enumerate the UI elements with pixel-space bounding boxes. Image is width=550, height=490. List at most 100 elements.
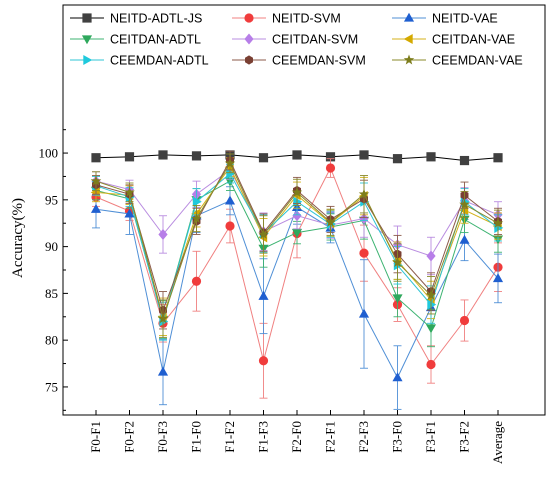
legend-marker [245,55,253,65]
x-tick-label: F3-F0 [390,421,405,453]
data-point [157,366,169,376]
legend-entry: CEEMDAN-ADTL [70,54,209,68]
legend-marker [81,35,93,45]
x-tick-label: F3-F1 [423,421,438,453]
data-point [158,228,168,240]
data-point [459,234,470,244]
data-point [426,359,436,370]
x-tick-label: F2-F3 [356,421,371,453]
legend-entry: CEITDAN-VAE [392,33,515,47]
data-point [291,228,303,238]
legend-marker [403,54,415,65]
legend-label: CEITDAN-SVM [272,33,358,47]
data-point [325,152,336,162]
data-point [292,150,302,160]
legend-entry: CEEMDAN-VAE [392,54,523,68]
x-tick-label: F2-F0 [289,421,304,453]
legend-label: NEITD-ADTL-JS [110,12,202,26]
data-point [225,221,235,231]
data-point [459,155,470,166]
x-tick-label: F1-F3 [256,421,271,453]
data-point [191,276,202,286]
x-tick-label: F0-F3 [155,421,170,453]
legend-marker [83,54,93,66]
data-point [359,150,369,160]
data-point [392,294,403,304]
data-point [124,208,135,218]
data-point [392,256,403,267]
data-point [426,250,436,262]
legend-marker [403,12,415,22]
data-point [425,289,437,300]
legend-entry: NEITD-ADTL-JS [70,12,202,26]
data-point [191,213,202,224]
data-point [258,153,269,163]
data-point [226,168,236,179]
legend-entry: CEITDAN-ADTL [70,33,201,47]
data-point [392,372,403,382]
y-tick-label: 80 [45,333,58,348]
y-tick-label: 95 [45,192,58,207]
data-point [191,151,202,161]
plot-area [90,150,504,410]
data-point [493,153,503,163]
legend-label: NEITD-VAE [432,12,498,26]
x-tick-label: F1-F2 [222,421,237,453]
legend-label: CEITDAN-VAE [432,33,515,47]
data-point [157,313,169,324]
data-point [293,196,303,207]
legend-entry: CEITDAN-SVM [232,33,358,47]
legend-label: CEEMDAN-ADTL [110,54,209,68]
data-point [90,203,102,213]
legend-entry: NEITD-VAE [392,12,498,26]
axes: 75 80 85 90 95 100 F0-F1 F0-F2 F0-F3 F1-F0 F1-F2 F1… [39,129,505,464]
x-tick-label: F2-F1 [323,421,338,453]
data-point [224,157,236,168]
y-tick-label: 85 [45,286,58,301]
data-point [224,195,236,205]
plot-frame [62,4,546,416]
y-tick-label: 75 [45,379,58,394]
data-point [291,186,303,197]
y-axis-title: Accuracy(%) [10,198,26,278]
data-point [492,217,504,228]
data-point [124,186,135,197]
data-point [459,315,470,326]
legend-entry: NEITD-SVM [232,12,341,26]
legend-marker [82,13,92,23]
data-point [90,175,102,186]
data-point [459,198,470,209]
legend: NEITD-ADTL-JS NEITD-SVM NEITD-VAE CEITDAN-A… [70,12,523,68]
data-point [325,216,336,227]
legend-label: CEEMDAN-SVM [272,54,366,68]
x-tick-label: F1-F0 [189,421,204,453]
data-point [91,153,101,163]
data-point [392,154,403,164]
legend-entry: CEEMDAN-SVM [232,54,366,68]
series-ceemdan-vae [90,153,504,338]
x-tick-label: F0-F1 [88,421,103,453]
legend-label: NEITD-SVM [272,12,341,26]
x-tick-label: F3-F2 [457,421,472,453]
legend-marker [244,33,254,45]
data-point [426,152,436,162]
data-point [492,273,504,283]
data-point [359,248,369,258]
x-tick-label: Average [490,421,505,464]
x-tick-label: F0-F2 [122,421,137,453]
data-point [325,163,336,173]
data-point [258,290,269,300]
data-point [358,188,370,199]
legend-marker [244,13,254,23]
data-point [425,324,437,334]
data-point [258,228,269,239]
data-point [358,308,370,318]
data-point [192,196,202,207]
legend-marker [403,33,413,45]
y-tick-label: 100 [39,146,59,161]
data-point [292,210,302,222]
data-point [124,152,135,162]
